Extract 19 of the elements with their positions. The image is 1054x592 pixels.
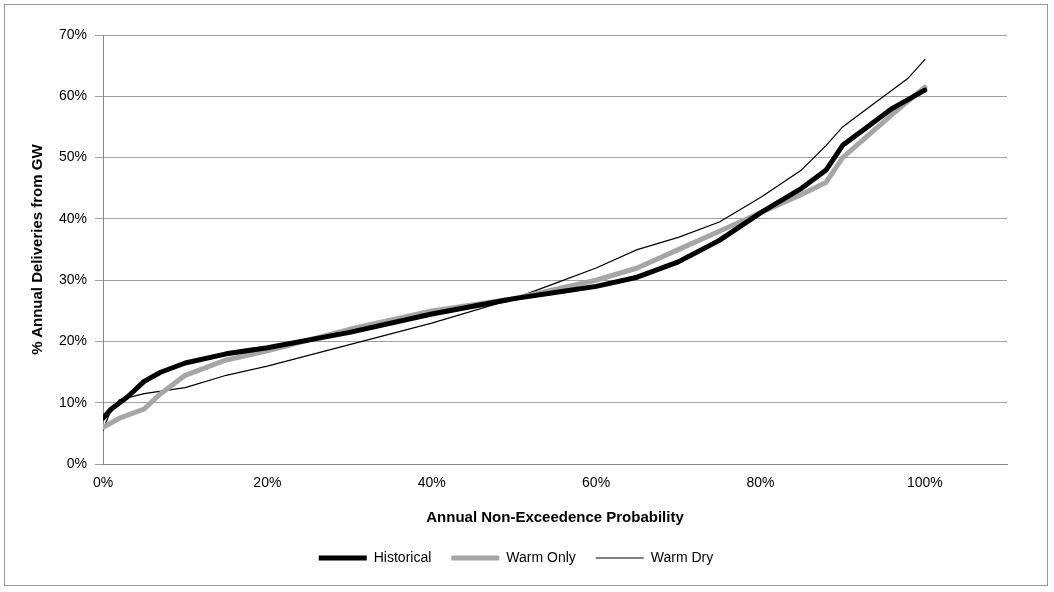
- y-tick-label: 40%: [58, 209, 88, 226]
- x-tick-label: 20%: [253, 474, 282, 491]
- legend-label: Historical: [373, 548, 432, 565]
- legend-label: Warm Dry: [650, 548, 714, 565]
- y-axis-title: % Annual Deliveries from GW: [28, 143, 46, 355]
- y-tick-label: 50%: [58, 148, 88, 165]
- x-tick-label: 60%: [582, 474, 611, 491]
- y-tick-label: 0%: [66, 455, 88, 472]
- y-tick-label: 10%: [58, 393, 88, 410]
- y-tick-label: 70%: [58, 25, 88, 42]
- x-tick-label: 100%: [906, 474, 943, 491]
- x-axis-title: Annual Non-Exceedence Probability: [426, 508, 685, 526]
- legend-label: Warm Only: [506, 548, 576, 565]
- y-tick-label: 60%: [58, 87, 88, 104]
- x-tick-label: 40%: [417, 474, 446, 491]
- y-tick-label: 30%: [58, 271, 88, 288]
- x-tick-label: 80%: [746, 474, 775, 491]
- y-tick-label: 20%: [58, 332, 88, 349]
- x-tick-label: 0%: [92, 474, 114, 491]
